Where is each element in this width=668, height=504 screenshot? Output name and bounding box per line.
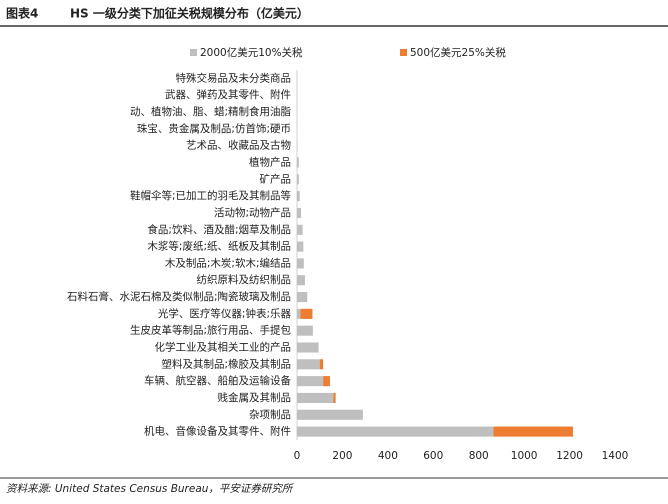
x-tick-label: 600 [423,450,443,462]
bar-segment [297,157,299,167]
y-tick-label: 木浆等;废纸;纸、纸板及其制品 [147,240,291,253]
y-tick-label: 杂项制品 [249,408,291,421]
x-tick-label: 1400 [602,450,629,462]
y-tick-label: 光学、医疗等仪器;钟表;乐器 [158,307,292,320]
y-tick-label: 植物产品 [249,156,291,169]
y-tick-label: 武器、弹药及其零件、附件 [165,88,291,101]
legend-label: 2000亿美元10%关税 [200,46,303,59]
bar-segment [333,393,335,403]
y-tick-label: 生皮皮革等制品;旅行用品、手提包 [130,324,292,337]
y-tick-label: 木及制品;木炭;软木;编结品 [165,256,291,269]
legend-label: 500亿美元25%关税 [410,46,506,59]
bar-segment [297,225,303,235]
y-tick-label: 食品;饮料、酒及醋;烟草及制品 [147,223,291,236]
y-tick-label: 特殊交易品及未分类商品 [176,71,292,84]
x-tick-label: 800 [469,450,489,462]
bar-segment [297,326,313,336]
chart-title: HS 一级分类下加征关税规模分布（亿美元） [70,6,309,21]
y-tick-label: 艺术品、收藏品及古物 [186,139,291,152]
x-tick-label: 400 [378,450,398,462]
x-tick-label: 200 [332,450,352,462]
bar-segment [297,410,363,420]
bar-segment [297,393,333,403]
x-tick-label: 1200 [556,450,583,462]
y-tick-label: 鞋帽伞等;已加工的羽毛及其制品等 [130,189,292,202]
bar-segment [297,292,307,302]
figure-label: 图表4 [6,6,38,21]
y-tick-label: 石料石膏、水泥石棉及类似制品;陶瓷玻璃及制品 [67,290,291,303]
y-tick-label: 动、植物油、脂、蜡;精制食用油脂 [130,105,292,118]
y-tick-label: 塑料及其制品;橡胶及其制品 [161,357,291,370]
x-tick-label: 0 [294,450,301,462]
y-tick-label: 活动物;动物产品 [214,206,291,219]
bar-segment [493,427,573,437]
bar-segment [297,191,300,201]
y-tick-label: 矿产品 [260,172,292,185]
y-tick-label: 贱金属及其制品 [218,391,292,404]
y-tick-label: 机电、音像设备及其零件、附件 [144,425,291,438]
legend-swatch [400,49,407,56]
y-tick-label: 化学工业及其相关工业的产品 [155,341,292,354]
x-tick-label: 1000 [511,450,538,462]
legend-swatch [190,49,197,56]
bar-segment [297,342,319,352]
bar-segment [297,258,304,268]
y-tick-label: 珠宝、贵金属及制品;仿首饰;硬币 [137,122,291,135]
y-tick-label: 纺织原料及纺织制品 [197,273,292,286]
bar-segment [300,309,312,319]
bar-segment [320,359,323,369]
source: 资料来源: United States Census Bureau，平安证券研究… [6,483,294,495]
bar-segment [297,275,305,285]
bar-segment [297,174,299,184]
bar-segment [297,242,303,252]
bar-segment [297,427,493,437]
bar-segment [297,309,300,319]
bar-segment [297,376,323,386]
bar-segment [297,359,320,369]
y-tick-label: 车辆、航空器、船舶及运输设备 [144,374,291,387]
bar-segment [297,208,301,218]
bar-segment [323,376,330,386]
